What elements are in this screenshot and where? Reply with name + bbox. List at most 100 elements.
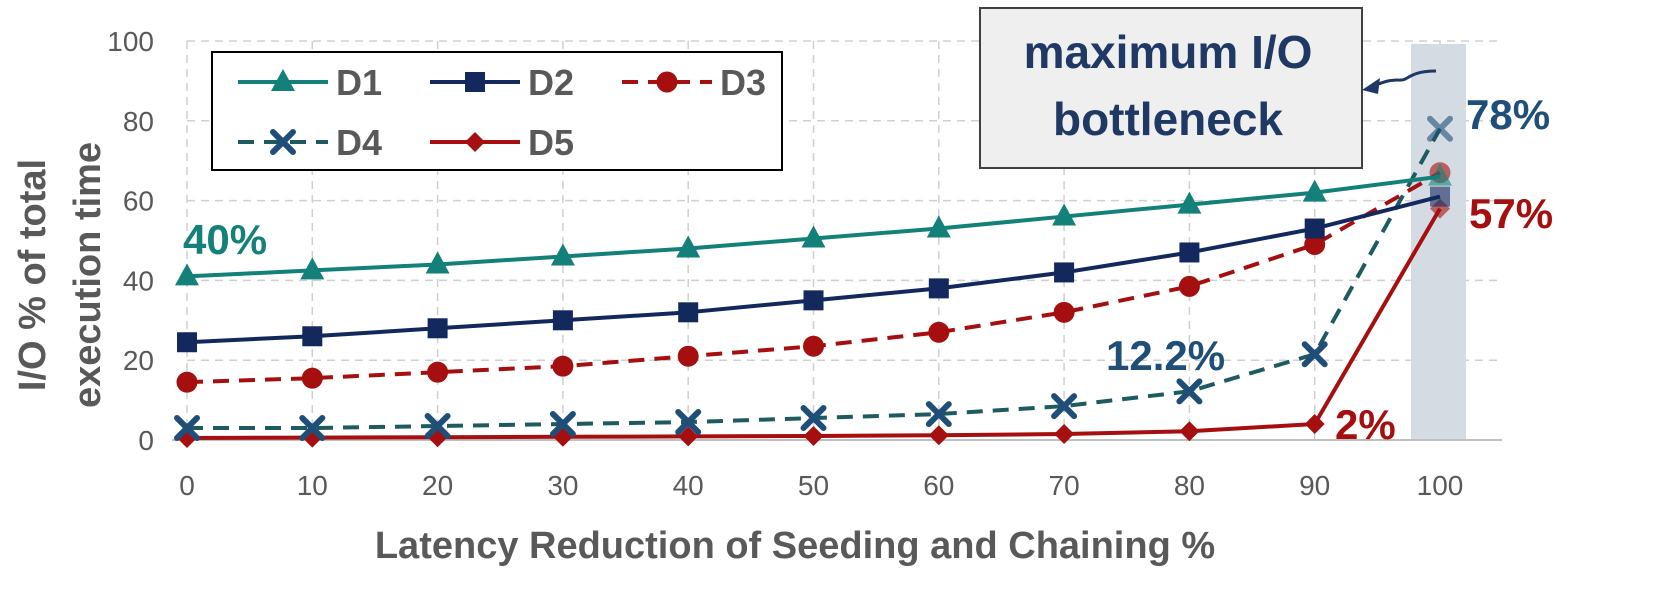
x-marker-stroke [800,405,827,432]
series-d4 [174,115,1453,442]
data-point-d1 [300,257,325,280]
marker [1177,191,1202,214]
marker [928,278,949,299]
callout-arrow [1367,69,1437,90]
x-marker-stroke [424,413,451,440]
y-tick-label: 0 [138,425,154,456]
legend-marker [465,132,485,152]
marker [299,415,326,442]
marker [301,367,323,389]
series-d2 [177,186,1450,353]
y-tick-label: 40 [123,265,154,296]
x-tick-label: 0 [179,470,195,501]
data-point-d2 [678,302,699,323]
data-point-d2 [302,326,323,347]
legend-label: D3 [720,62,766,103]
marker [175,263,199,286]
data-point-d2 [803,290,824,311]
x-tick-label: 100 [1417,470,1464,501]
legend: D1 D2 D3 D4 D5 [211,51,783,171]
marker [1054,262,1075,283]
data-point-d4 [1176,378,1203,405]
data-point-d2 [1430,186,1450,207]
marker [1302,179,1327,202]
marker [177,332,197,353]
data-point-d5 [1304,414,1325,435]
marker [1053,301,1075,323]
marker [300,257,325,280]
x-marker-stroke [299,415,326,442]
marker [552,310,573,331]
axes: 0 20 40 60 80 100 0 10 20 30 40 50 60 70 80 90 100 [107,26,1502,501]
data-point-d1 [550,243,575,266]
legend-item-d1: D1 [238,62,382,103]
data-point-d4 [174,415,200,442]
marker [552,355,574,377]
marker [801,225,826,248]
marker [1304,218,1325,239]
data-point-d2 [1179,242,1200,263]
data-point-d4 [549,411,576,438]
marker [425,251,450,274]
marker [928,425,949,446]
x-tick-label: 10 [297,470,328,501]
x-tick-label: 40 [673,470,704,501]
marker [676,235,701,258]
data-point-d1 [801,225,826,248]
legend-marker [465,72,485,92]
data-point-d1 [1052,203,1077,226]
x-tick-label: 70 [1049,470,1080,501]
marker [174,415,200,442]
data-point-d1 [425,251,450,274]
data-point-d3 [928,321,950,343]
data-point-d2 [1054,262,1075,283]
data-point-d4 [1301,341,1328,368]
marker [176,371,198,393]
legend-label: D1 [336,62,382,103]
data-point-d1 [1428,163,1452,186]
legend-item-d3: D3 [622,62,766,103]
x-tick-label: 80 [1174,470,1205,501]
data-point-d3 [427,361,449,383]
annotation-d5-100: 57% [1469,190,1553,237]
marker [925,401,952,428]
marker [1428,163,1452,186]
marker [1052,203,1077,226]
series-layer [174,115,1453,449]
x-tick-label: 50 [798,470,829,501]
data-point-d4 [299,415,326,442]
x-tick-label: 90 [1299,470,1330,501]
annotation-d1-start: 40% [183,216,267,263]
x-marker-stroke [1301,341,1328,368]
marker [1430,186,1450,207]
data-point-d3 [803,335,824,357]
legend-label: D4 [336,122,382,163]
legend-item-d4: D4 [238,122,382,163]
y-tick-label: 20 [123,345,154,376]
data-point-d2 [177,332,197,353]
callout-line1: maximum I/O [1024,26,1313,78]
x-marker-stroke [675,409,702,436]
y-axis-title-line2: execution time [67,142,109,408]
marker [549,411,576,438]
marker [1054,424,1075,445]
y-tick-label: 100 [107,26,154,57]
y-tick-label: 60 [123,186,154,217]
annotation-d5-90: 2% [1335,401,1396,448]
data-point-d4 [800,405,827,432]
y-axis-title-line1: I/O % of total [12,159,54,391]
legend-marker [656,71,678,93]
marker [1178,275,1200,297]
x-marker-stroke [549,411,576,438]
data-point-d3 [552,355,574,377]
marker [803,335,824,357]
legend-label: D5 [528,122,574,163]
marker [675,409,702,436]
legend-item-d5: D5 [430,122,574,163]
data-point-d5 [678,426,699,447]
data-point-d1 [676,235,701,258]
marker [677,345,699,367]
marker [800,405,827,432]
marker [1051,393,1078,420]
x-tick-label: 20 [422,470,453,501]
